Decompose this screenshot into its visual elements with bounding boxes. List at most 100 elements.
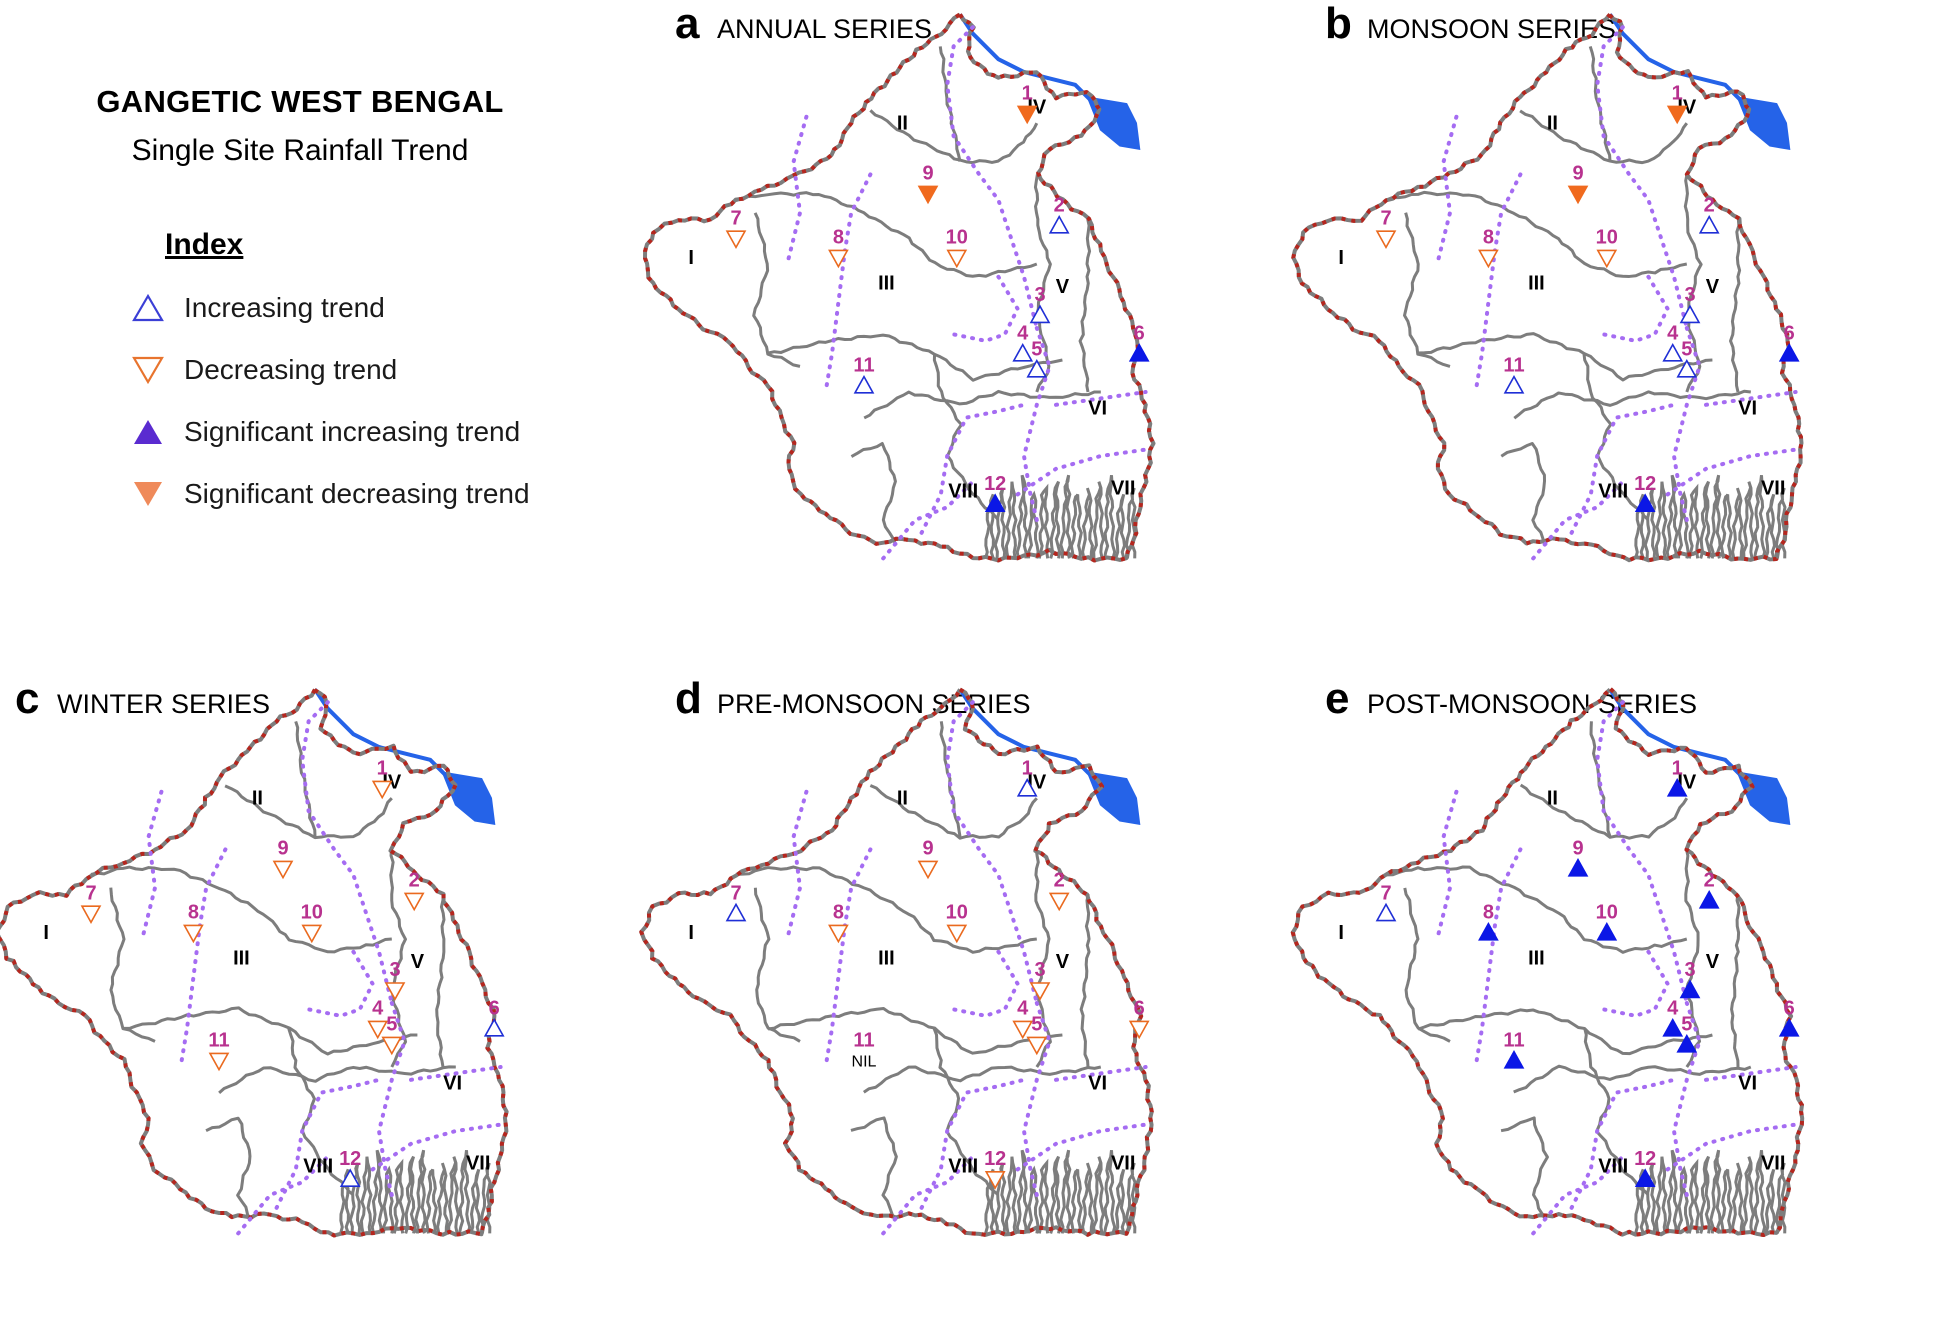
station-label: 8 (1483, 902, 1494, 924)
legend-item-decreasing: Decreasing trend (130, 354, 530, 386)
station-marker-sinc (1676, 1033, 1698, 1053)
agro-zone-boundary (1054, 390, 1148, 407)
station-marker-dec (1596, 249, 1618, 269)
station-marker-dec (828, 249, 849, 269)
coastal-creek (1665, 474, 1679, 559)
state-boundary-dashes (1291, 13, 1804, 563)
agro-zone-boundary (1021, 1001, 1052, 1197)
district-boundary (1500, 1116, 1549, 1222)
district-boundary (767, 333, 1063, 382)
agro-zone-boundary (1435, 789, 1459, 941)
coastal-creek (1037, 1158, 1051, 1234)
station-marker-dec (1026, 1036, 1048, 1056)
station-marker-sdec (1666, 105, 1688, 125)
station-marker-dec (946, 924, 968, 944)
zone-label: V (1706, 951, 1720, 973)
station-label: 7 (85, 882, 96, 904)
zone-label: VI (443, 1072, 462, 1094)
station-label: 9 (922, 838, 933, 860)
coastal-creek (1643, 1162, 1657, 1234)
agro-zone-boundary (1704, 1065, 1798, 1082)
agro-zone-boundary (1595, 700, 1689, 1005)
map-panel-c: c WINTER SERIESIIIIIIIVVVIVIIVIII12345678… (0, 674, 509, 1238)
district-boundary (1417, 332, 1713, 382)
station-marker-dec (1012, 1020, 1034, 1040)
station-marker-dec (381, 1036, 403, 1056)
district-boundary (90, 865, 392, 954)
agro-zone-boundary (1665, 447, 1798, 497)
zone-label: I (688, 922, 694, 944)
agro-zone-boundary (945, 25, 1039, 330)
agro-zone-boundary (1595, 25, 1689, 330)
district-boundary (1519, 109, 1688, 165)
state-boundary-dashes (643, 12, 1156, 563)
agro-zone-boundary (945, 700, 1039, 1005)
zone-label: VIII (948, 481, 978, 503)
district-boundary (869, 784, 1038, 840)
triangle-up-outline-icon (132, 293, 164, 322)
station-marker-dec (1478, 249, 1499, 269)
zone-label: VIII (948, 1156, 978, 1178)
station-marker-inc (1662, 342, 1684, 362)
state-boundary-dashes (639, 687, 1154, 1237)
zone-label: VIII (303, 1156, 333, 1178)
agro-zone-boundary (1569, 402, 1676, 535)
coastal-creek (458, 1150, 472, 1234)
station-label: 12 (1634, 473, 1656, 495)
station-marker-inc (483, 1017, 505, 1037)
station-label: 3 (1684, 959, 1695, 981)
station-marker-dec (1128, 1020, 1150, 1040)
station-label: 9 (277, 838, 288, 860)
coastal-creek (392, 1158, 406, 1234)
station-label: 11 (853, 355, 874, 377)
station-marker-sinc (1662, 1017, 1684, 1037)
zone-label: III (233, 948, 250, 970)
zone-label: III (878, 948, 895, 970)
agro-zone-boundary (1021, 326, 1052, 522)
station-label: 3 (389, 959, 400, 981)
district-boundary (1519, 783, 1689, 840)
agro-zone-boundary (1015, 447, 1148, 497)
station-marker-dec (1029, 982, 1051, 1001)
station-label: 11 (853, 1030, 874, 1052)
zone-label: VI (1738, 397, 1757, 419)
station-marker-dec (384, 982, 406, 1001)
station-marker-inc (1503, 374, 1525, 394)
station-label: 10 (946, 227, 968, 249)
station-label: 7 (730, 882, 741, 904)
zone-label: III (1528, 948, 1545, 970)
district-boundary (869, 109, 1039, 165)
map-panel-b: b MONSOON SERIESIIIIIIIVVVIVIIVIII1234567… (1291, 0, 1804, 563)
agro-zone-boundary (823, 172, 873, 394)
district-boundary (1403, 887, 1451, 1043)
coastal-creek (1719, 493, 1733, 559)
coastal-creek (984, 493, 995, 559)
coastal-creek (1753, 475, 1767, 559)
station-marker-inc (1698, 214, 1720, 234)
station-label: 10 (1596, 227, 1618, 249)
state-boundary-dashes (0, 688, 509, 1238)
figure-subtitle: Single Site Rainfall Trend (131, 134, 469, 167)
zone-label: V (411, 951, 425, 973)
station-label: 5 (1031, 1014, 1042, 1036)
coastal-creek (348, 1162, 362, 1234)
station-marker-sinc (1503, 1049, 1525, 1069)
zone-label: II (252, 788, 263, 810)
station-marker-sinc (1679, 979, 1701, 999)
triangle-up-filled-icon (134, 420, 162, 444)
zone-label: II (897, 113, 908, 135)
agro-zone-boundary (1473, 847, 1523, 1069)
station-marker-sinc (1698, 889, 1720, 909)
coastal-creek (1753, 1150, 1767, 1234)
zone-label: VII (466, 1152, 490, 1174)
agro-zone-boundary (140, 789, 164, 941)
coastal-creek (1742, 1156, 1755, 1234)
station-label: 12 (984, 473, 1006, 495)
district-boundary (224, 784, 393, 840)
agro-zone-boundary (1665, 1122, 1798, 1172)
station-label: 12 (1634, 1148, 1656, 1170)
station-label: 3 (1684, 284, 1695, 306)
district-boundary (1513, 1064, 1752, 1094)
panel-letter: b (1325, 0, 1352, 48)
